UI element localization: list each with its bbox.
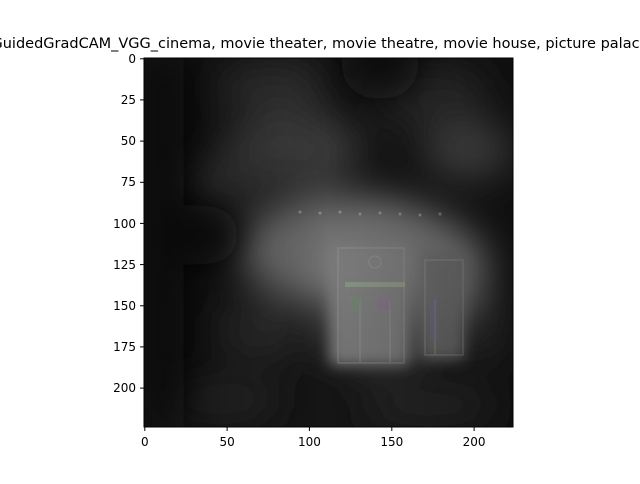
saliency-image — [144, 58, 513, 427]
x-ticks — [144, 427, 475, 431]
y-tick-label: 50 — [121, 134, 136, 148]
y-tick-label: 150 — [113, 299, 136, 313]
y-tick-label: 0 — [128, 52, 136, 66]
y-tick-label: 100 — [113, 217, 136, 231]
x-tick-label: 50 — [219, 435, 234, 449]
y-tick-label: 200 — [113, 381, 136, 395]
y-tick-label: 175 — [113, 340, 136, 354]
y-tick-label: 25 — [121, 93, 136, 107]
x-tick-label: 0 — [141, 435, 149, 449]
axes-frame — [143, 57, 514, 428]
x-tick-label: 200 — [463, 435, 486, 449]
y-tick-label: 125 — [113, 258, 136, 272]
x-tick-label: 100 — [298, 435, 321, 449]
x-tick-label: 150 — [380, 435, 403, 449]
plot-title: GuidedGradCAM_VGG_cinema, movie theater,… — [0, 36, 640, 52]
y-tick-label: 75 — [121, 175, 136, 189]
y-ticks — [140, 58, 144, 389]
